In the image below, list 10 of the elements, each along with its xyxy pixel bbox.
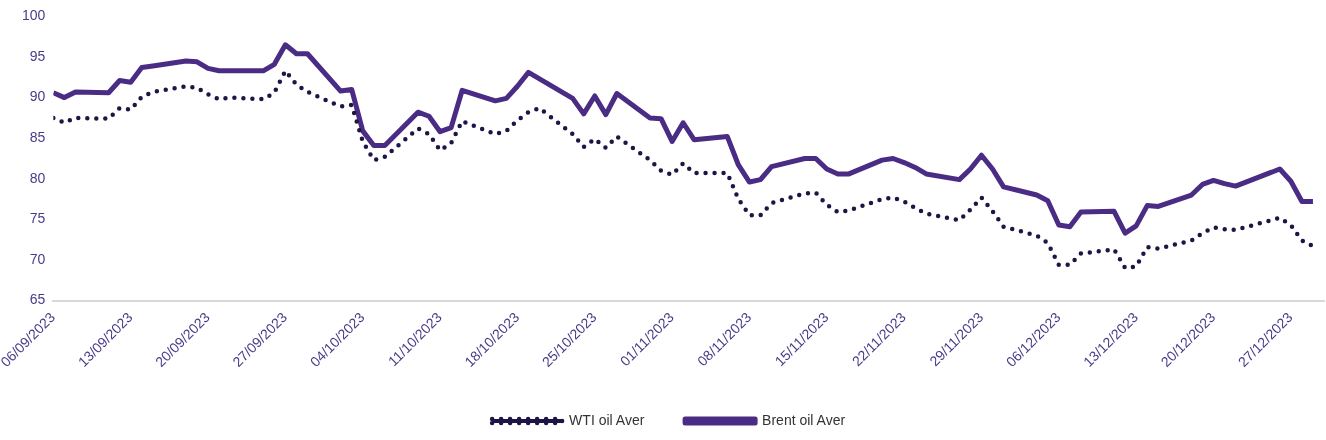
y-tick-label: 65	[29, 291, 46, 308]
y-tick-label: 90	[29, 88, 46, 105]
y-tick-label: 75	[29, 210, 46, 227]
y-tick-label: 95	[29, 47, 46, 64]
y-tick-label: 80	[29, 169, 46, 186]
y-tick-label: 70	[29, 250, 46, 267]
y-tick-label: 85	[29, 129, 46, 146]
legend-label: Brent oil Aver	[762, 411, 846, 428]
y-tick-label: 100	[22, 7, 46, 24]
legend-label: WTI oil Aver	[569, 411, 645, 428]
